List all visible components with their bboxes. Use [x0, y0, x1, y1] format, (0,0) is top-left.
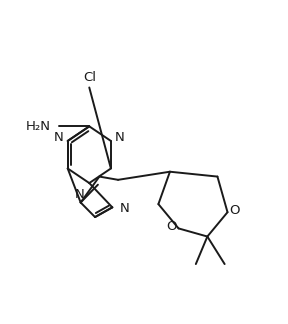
- Text: O: O: [166, 220, 177, 233]
- Text: N: N: [54, 131, 63, 144]
- Text: O: O: [230, 204, 240, 217]
- Text: H₂N: H₂N: [25, 120, 50, 133]
- Text: Cl: Cl: [83, 71, 96, 84]
- Text: N: N: [74, 188, 84, 201]
- Text: N: N: [115, 131, 125, 144]
- Text: N: N: [120, 202, 129, 215]
